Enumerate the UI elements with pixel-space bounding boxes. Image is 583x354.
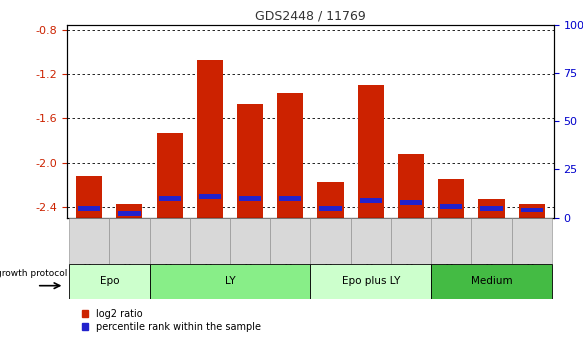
Bar bbox=[270, 218, 310, 264]
Text: Epo: Epo bbox=[100, 276, 119, 286]
Bar bbox=[230, 218, 270, 264]
Bar bbox=[69, 264, 149, 299]
Bar bbox=[310, 218, 351, 264]
Bar bbox=[237, 104, 263, 218]
Bar bbox=[440, 204, 462, 209]
Bar bbox=[109, 218, 149, 264]
Bar bbox=[278, 93, 303, 218]
Bar bbox=[358, 85, 384, 218]
Text: Medium: Medium bbox=[470, 276, 512, 286]
Bar bbox=[438, 179, 464, 218]
Bar bbox=[431, 264, 552, 299]
Bar bbox=[149, 264, 310, 299]
Bar bbox=[479, 199, 504, 218]
Bar bbox=[239, 196, 261, 201]
Bar bbox=[197, 60, 223, 218]
Bar bbox=[480, 206, 503, 211]
Text: LY: LY bbox=[224, 276, 236, 286]
Bar bbox=[78, 206, 100, 211]
Bar bbox=[400, 200, 422, 205]
Text: growth protocol: growth protocol bbox=[0, 269, 68, 278]
Title: GDS2448 / 11769: GDS2448 / 11769 bbox=[255, 9, 366, 22]
Bar bbox=[391, 218, 431, 264]
Bar bbox=[117, 205, 142, 218]
Bar bbox=[76, 176, 102, 218]
Bar bbox=[512, 218, 552, 264]
Bar bbox=[279, 196, 301, 201]
Bar bbox=[472, 218, 512, 264]
Bar bbox=[159, 196, 181, 201]
Bar bbox=[310, 264, 431, 299]
Bar bbox=[319, 206, 342, 211]
Text: Epo plus LY: Epo plus LY bbox=[342, 276, 400, 286]
Bar bbox=[199, 194, 221, 199]
Bar bbox=[157, 133, 182, 218]
Legend: log2 ratio, percentile rank within the sample: log2 ratio, percentile rank within the s… bbox=[82, 309, 261, 332]
Bar bbox=[431, 218, 472, 264]
Bar bbox=[69, 218, 109, 264]
Bar bbox=[360, 198, 382, 203]
Bar bbox=[519, 205, 545, 218]
Bar bbox=[118, 211, 141, 216]
Bar bbox=[521, 207, 543, 212]
Bar bbox=[398, 154, 424, 218]
Bar bbox=[351, 218, 391, 264]
Bar bbox=[318, 182, 343, 218]
Bar bbox=[189, 218, 230, 264]
Bar bbox=[149, 218, 189, 264]
